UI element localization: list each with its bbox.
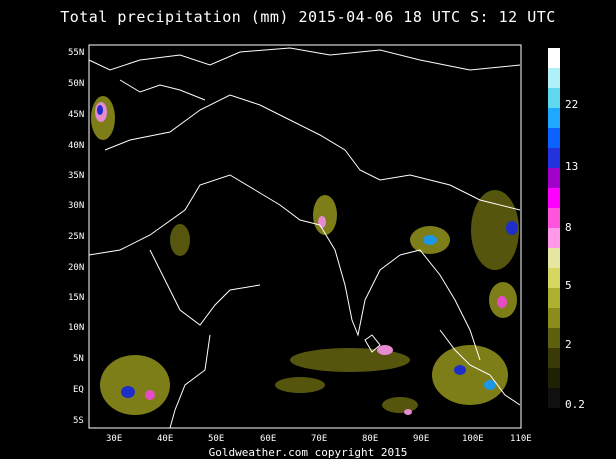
colorbar-segment — [548, 128, 560, 148]
colorbar — [548, 48, 560, 408]
colorbar-segment — [548, 188, 560, 208]
colorbar-label-2: 2 — [565, 338, 572, 351]
colorbar-label-0-2: 0.2 — [565, 398, 585, 411]
colorbar-segment — [548, 88, 560, 108]
lon-label: 100E — [462, 434, 484, 444]
colorbar-segment — [548, 48, 560, 68]
colorbar-segment — [548, 288, 560, 308]
lat-label: EQ — [73, 385, 84, 395]
lat-label: 5N — [73, 354, 84, 364]
colorbar-segment — [548, 268, 560, 288]
lat-label: 5S — [73, 416, 84, 426]
colorbar-segment — [548, 348, 560, 368]
lat-label: 20N — [68, 263, 84, 273]
lat-label: 10N — [68, 323, 84, 333]
lon-label: 110E — [510, 434, 532, 444]
colorbar-segment — [548, 248, 560, 268]
colorbar-segment — [548, 68, 560, 88]
lat-label: 35N — [68, 171, 84, 181]
copyright-footer: Goldweather.com copyright 2015 — [208, 446, 408, 459]
coastlines — [88, 47, 521, 429]
lat-label: 40N — [68, 141, 84, 151]
lon-axis: 30E 40E 50E 60E 70E 80E 90E 100E 110E — [106, 434, 532, 444]
colorbar-label-13: 13 — [565, 160, 579, 173]
colorbar-label-8: 8 — [565, 221, 572, 234]
colorbar-segment — [548, 208, 560, 228]
precipitation-field — [91, 96, 519, 415]
lat-label: 15N — [68, 293, 84, 303]
colorbar-segment — [548, 168, 560, 188]
lon-label: 30E — [106, 434, 122, 444]
lon-label: 60E — [260, 434, 276, 444]
map-title: Total precipitation (mm) 2015-04-06 18 U… — [60, 8, 556, 26]
colorbar-segment — [548, 368, 560, 388]
lon-label: 50E — [208, 434, 224, 444]
lon-label: 90E — [413, 434, 429, 444]
lat-label: 50N — [68, 79, 84, 89]
lon-label: 70E — [311, 434, 327, 444]
colorbar-segment — [548, 328, 560, 348]
colorbar-segment — [548, 148, 560, 168]
colorbar-label-22: 22 — [565, 98, 579, 111]
colorbar-segment — [548, 308, 560, 328]
colorbar-label-5: 5 — [565, 279, 572, 292]
lat-label: 25N — [68, 232, 84, 242]
colorbar-segment — [548, 108, 560, 128]
lon-label: 80E — [362, 434, 378, 444]
lat-label: 55N — [68, 48, 84, 58]
colorbar-segment — [548, 228, 560, 248]
lat-label: 45N — [68, 110, 84, 120]
lat-axis: 55N 50N 45N 40N 35N 30N 25N 20N 15N 10N … — [68, 48, 84, 426]
lon-label: 40E — [157, 434, 173, 444]
lat-label: 30N — [68, 201, 84, 211]
colorbar-segment — [548, 388, 560, 408]
